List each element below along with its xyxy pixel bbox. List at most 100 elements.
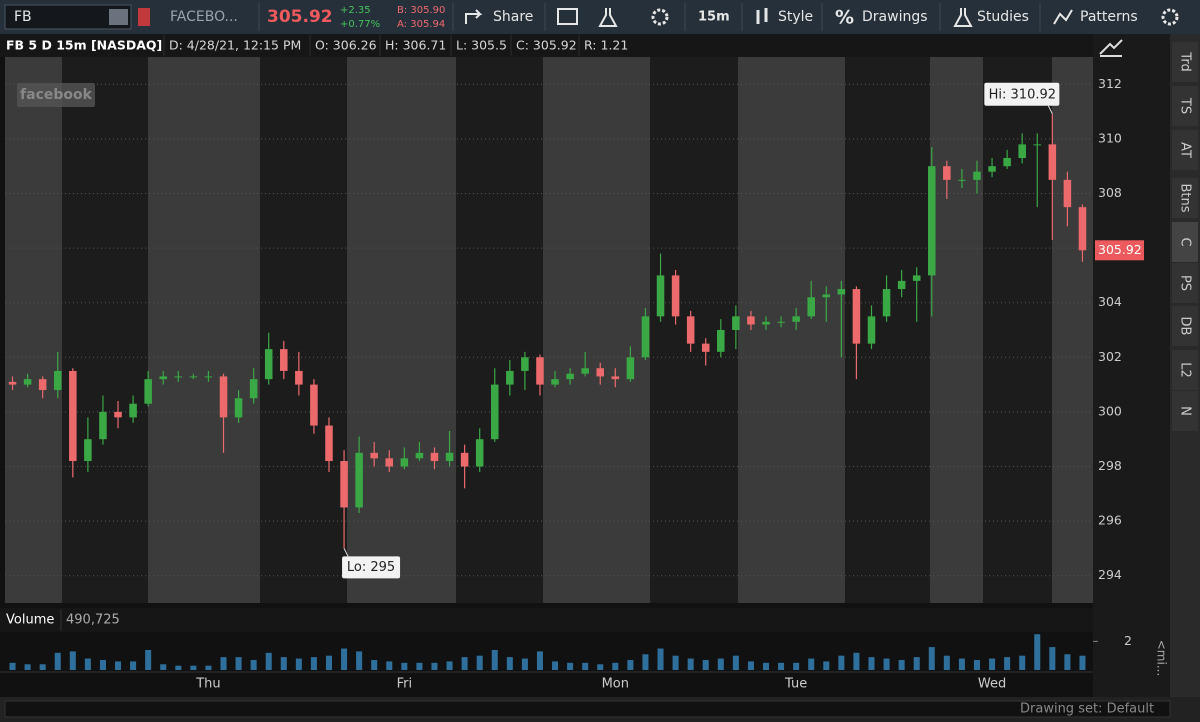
volume-bar: [506, 657, 513, 670]
side-tab-bg: [1172, 130, 1198, 170]
candle-body: [852, 289, 861, 344]
y-tick-label: 296: [1098, 513, 1122, 528]
candle-body: [656, 275, 665, 317]
net-change: +2.35: [340, 5, 371, 16]
drawing-set[interactable]: Drawing set: Default: [1020, 702, 1154, 717]
side-tab[interactable]: Trd: [1178, 51, 1193, 71]
side-tab[interactable]: AT: [1178, 142, 1193, 158]
news-icon[interactable]: [557, 8, 578, 25]
volume-bar: [356, 651, 363, 670]
volume-bar: [853, 652, 860, 670]
style[interactable]: Style: [778, 9, 813, 25]
stripe: [456, 57, 543, 603]
side-tab-bg: [1172, 222, 1198, 262]
side-bottom[interactable]: <mi...: [1155, 640, 1169, 677]
candle-body: [370, 452, 378, 459]
y-tick-label: 312: [1098, 76, 1122, 91]
header-range: R: 1.21: [584, 38, 628, 53]
volume-bar: [928, 647, 935, 670]
side-tab[interactable]: DB: [1178, 317, 1193, 336]
logo: facebook: [20, 87, 93, 103]
volume-bar: [1049, 647, 1056, 670]
candle-body: [53, 370, 62, 391]
side-tab-bg: [1172, 391, 1198, 431]
volume-bar: [627, 659, 634, 670]
candle-body: [460, 452, 469, 467]
volume-bar: [9, 662, 16, 670]
volume-bar: [1064, 654, 1071, 670]
share-icon[interactable]: [465, 9, 483, 24]
candle-body: [792, 316, 800, 322]
y-tick-label: 308: [1098, 185, 1122, 200]
candle-body: [430, 452, 439, 462]
pct-change: +0.77%: [340, 19, 380, 30]
settings-icon[interactable]: [1161, 8, 1179, 26]
side-tab[interactable]: TS: [1178, 97, 1193, 114]
lo-pointer: [343, 548, 349, 557]
candle-body: [475, 439, 484, 467]
candle-body: [1018, 144, 1026, 159]
patterns[interactable]: Patterns: [1080, 9, 1138, 25]
volume-bar: [687, 658, 694, 670]
candle-body: [807, 297, 815, 317]
volume-bar: [115, 661, 122, 670]
side-tab-bg: [1172, 306, 1198, 346]
link-icon[interactable]: [138, 8, 150, 26]
volume-bar: [220, 657, 227, 670]
fit-icon[interactable]: [1099, 39, 1123, 57]
patterns-icon[interactable]: [1053, 9, 1073, 25]
gear-icon[interactable]: [651, 8, 669, 26]
lo-label: Lo: 295: [347, 560, 395, 575]
candle-body: [1033, 144, 1042, 146]
candle-body: [159, 376, 167, 380]
candle-body: [747, 316, 755, 325]
side-tab[interactable]: L2: [1178, 362, 1193, 378]
flask-icon[interactable]: [598, 8, 618, 27]
studies[interactable]: Studies: [977, 9, 1029, 25]
volume-bar: [747, 661, 754, 670]
volume-bar: [325, 655, 333, 670]
header-low: L: 305.5: [456, 38, 507, 53]
style-icon[interactable]: [756, 8, 768, 24]
volume-bar: [612, 662, 619, 670]
x-tick-label: Tue: [784, 677, 807, 692]
stripe: [347, 57, 456, 603]
candle-body: [385, 458, 394, 467]
y-tick-label: 304: [1098, 294, 1122, 309]
candle-body: [490, 384, 499, 440]
drawings[interactable]: Drawings: [862, 9, 928, 25]
candle-body: [38, 379, 47, 391]
volume-bar: [431, 662, 438, 670]
candle-body: [943, 166, 951, 180]
side-tab[interactable]: Btns: [1178, 183, 1193, 212]
candle-body: [973, 171, 981, 180]
candle-body: [521, 357, 529, 371]
studies-icon[interactable]: [953, 8, 973, 27]
candle-body: [822, 294, 831, 298]
share[interactable]: Share: [493, 9, 533, 25]
side-tab[interactable]: N: [1178, 406, 1193, 416]
volume-bar: [642, 654, 649, 670]
hi-label: Hi: 310.92: [989, 87, 1056, 102]
candle-body: [581, 368, 589, 374]
candle-body: [415, 452, 424, 459]
side-tab[interactable]: C: [1178, 237, 1193, 246]
volume-bar: [265, 652, 272, 670]
candle-body: [506, 370, 514, 385]
toolbar: [0, 0, 1200, 34]
candle-body: [114, 411, 122, 418]
volume-bar: [84, 658, 91, 670]
drawings-icon[interactable]: %: [835, 7, 854, 29]
candle-body: [626, 357, 635, 380]
candle-body: [671, 275, 680, 317]
last: 305.92: [267, 7, 333, 27]
dropdown[interactable]: [109, 9, 128, 25]
candle-body: [611, 376, 620, 380]
volume-bar: [130, 661, 137, 670]
scrollbar[interactable]: [4, 700, 1171, 718]
last-price-box: [1095, 240, 1144, 261]
side-tab[interactable]: PS: [1178, 275, 1193, 291]
timeframe[interactable]: 15m: [698, 10, 730, 25]
session-shading: [5, 57, 1093, 603]
